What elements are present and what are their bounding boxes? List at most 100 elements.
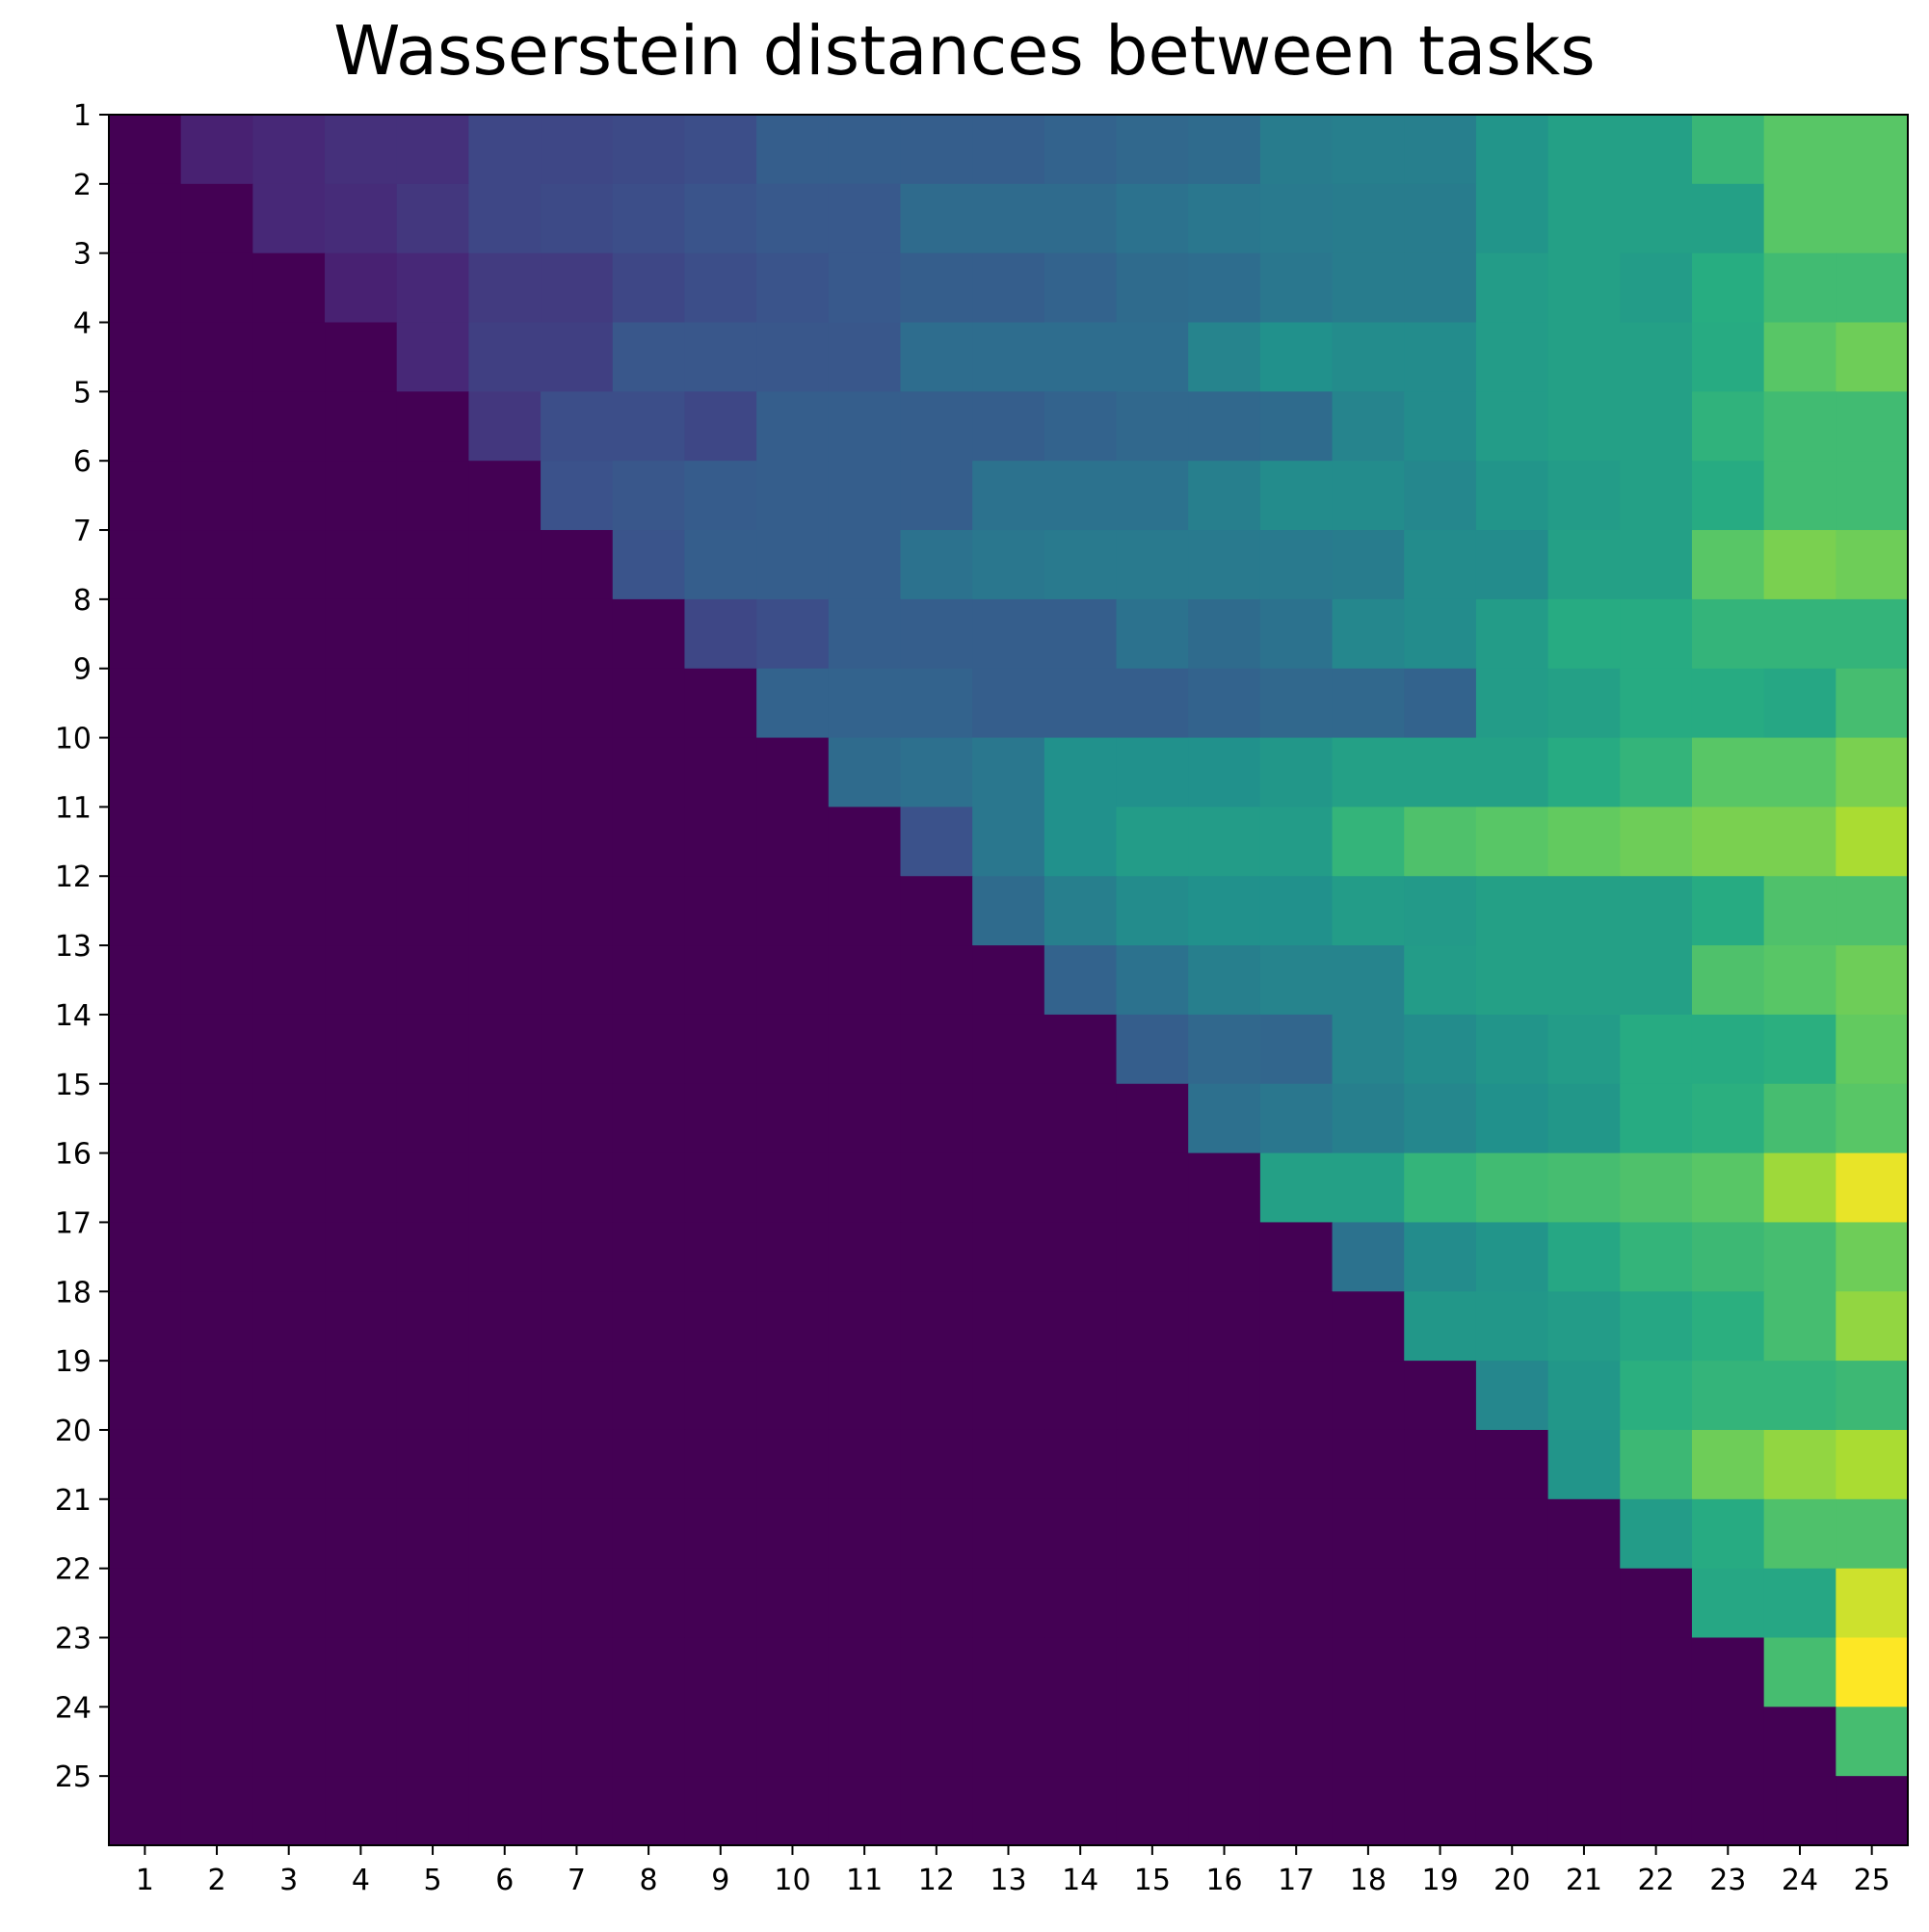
heatmap-cell (900, 1707, 973, 1777)
heatmap-cell (1044, 1429, 1118, 1500)
heatmap-cell (252, 530, 326, 600)
heatmap-cell (1836, 1014, 1909, 1085)
heatmap-cell (684, 1361, 757, 1431)
heatmap-cell (180, 530, 253, 600)
heatmap-cell (1836, 1222, 1909, 1292)
heatmap-cell (1836, 737, 1909, 807)
heatmap-cell (1691, 115, 1765, 185)
heatmap-cell (900, 1429, 973, 1500)
heatmap-cell (1188, 530, 1261, 600)
heatmap-cell (1620, 598, 1693, 670)
y-tick-label: 21 (55, 1484, 92, 1518)
heatmap-cell (396, 737, 469, 807)
heatmap-cell (325, 598, 398, 670)
heatmap-cell (1691, 1291, 1765, 1362)
heatmap-cell (541, 807, 614, 877)
heatmap-cell (1044, 668, 1118, 739)
heatmap-cell (1763, 391, 1837, 462)
heatmap-cell (468, 1291, 542, 1362)
heatmap-cell (396, 322, 469, 392)
y-tick-label: 15 (55, 1069, 92, 1102)
heatmap-cell (756, 1498, 830, 1570)
heatmap-cell (900, 530, 973, 600)
heatmap-cell (468, 737, 542, 807)
heatmap-cell (1404, 115, 1477, 185)
heatmap-cell (1188, 1707, 1261, 1777)
heatmap-cell (1763, 1498, 1837, 1570)
heatmap-cell (1475, 1361, 1549, 1431)
heatmap-cell (1332, 183, 1405, 254)
x-tick-label: 17 (1278, 1864, 1314, 1897)
heatmap-cell (252, 322, 326, 392)
heatmap-cell (109, 1291, 182, 1362)
heatmap-cell (252, 461, 326, 531)
heatmap-cell (828, 461, 902, 531)
x-tick-label: 4 (352, 1864, 370, 1897)
heatmap-cell (612, 1637, 686, 1707)
heatmap-cell (1547, 1568, 1621, 1639)
heatmap-cell (684, 1083, 757, 1154)
heatmap-cell (1116, 252, 1189, 324)
heatmap-cell (109, 1152, 182, 1224)
heatmap-cell (900, 1498, 973, 1570)
heatmap-cell (900, 807, 973, 877)
heatmap-cell (1475, 945, 1549, 1016)
heatmap-cell (972, 1014, 1045, 1085)
heatmap-cell (541, 530, 614, 600)
heatmap-cell (1404, 1222, 1477, 1292)
heatmap-cell (468, 115, 542, 185)
heatmap-cell (972, 115, 1045, 185)
heatmap-cell (1620, 668, 1693, 739)
heatmap-cell (1044, 1152, 1118, 1224)
x-tick-label: 3 (279, 1864, 298, 1897)
heatmap-cell (396, 115, 469, 185)
x-tick-label: 24 (1782, 1864, 1818, 1897)
heatmap-cell (109, 391, 182, 462)
heatmap-cell (1404, 252, 1477, 324)
heatmap-cell (1259, 737, 1334, 807)
heatmap-cell (1620, 1083, 1693, 1154)
heatmap-cell (325, 1222, 398, 1292)
heatmap-cell (684, 945, 757, 1016)
heatmap-cell (972, 1568, 1045, 1639)
heatmap-cell (180, 1707, 253, 1777)
heatmap-cell (1475, 1568, 1549, 1639)
heatmap-cell (1836, 1776, 1909, 1846)
x-tick-label: 12 (918, 1864, 955, 1897)
heatmap-cell (1259, 1707, 1334, 1777)
heatmap-cell (756, 1014, 830, 1085)
heatmap-cell (756, 252, 830, 324)
heatmap-cell (1116, 1637, 1189, 1707)
heatmap-cell (325, 1291, 398, 1362)
heatmap-cell (396, 1083, 469, 1154)
heatmap-cell (1332, 1707, 1405, 1777)
heatmap-cell (325, 807, 398, 877)
heatmap-cell (1475, 115, 1549, 185)
heatmap-cell (1332, 1222, 1405, 1292)
heatmap-cell (252, 1361, 326, 1431)
heatmap-cell (972, 461, 1045, 531)
heatmap-cell (1475, 1637, 1549, 1707)
heatmap-cell (972, 1361, 1045, 1431)
heatmap-cell (972, 1152, 1045, 1224)
heatmap-cell (109, 1776, 182, 1846)
heatmap-cell (612, 1429, 686, 1500)
heatmap-cell (1332, 1152, 1405, 1224)
heatmap-cell (1188, 737, 1261, 807)
heatmap-cell (756, 183, 830, 254)
heatmap-cell (109, 1568, 182, 1639)
heatmap-cell (1691, 945, 1765, 1016)
heatmap-cell (325, 252, 398, 324)
heatmap-cell (1836, 115, 1909, 185)
heatmap-cell (1836, 1291, 1909, 1362)
heatmap-cell (1404, 183, 1477, 254)
x-axis: 1 2 3 4 5 6 7 8 9 10 11 12 13 14 15 16 17 18 19 20 21 22 23 24 2… (136, 1845, 1890, 1897)
heatmap-cell (1404, 1498, 1477, 1570)
heatmap-cell (1763, 1152, 1837, 1224)
heatmap-cell (1547, 1361, 1621, 1431)
heatmap-cell (1547, 1083, 1621, 1154)
heatmap-cell (1188, 183, 1261, 254)
heatmap-cell (396, 598, 469, 670)
heatmap-cell (828, 598, 902, 670)
